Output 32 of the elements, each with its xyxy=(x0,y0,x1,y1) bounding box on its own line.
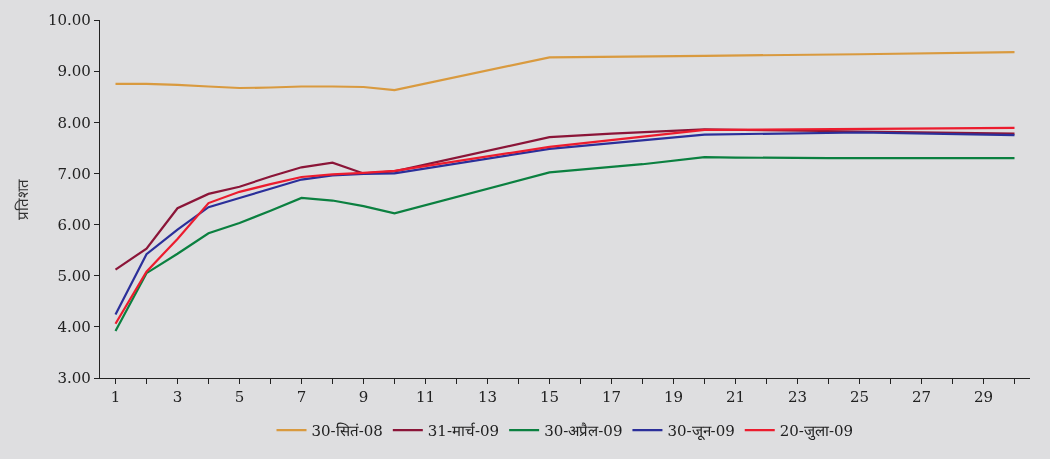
legend-label: 30-जून-09 xyxy=(667,421,735,441)
x-tick-label: 1 xyxy=(110,388,121,407)
y-axis-title: प्रतिशत xyxy=(14,178,33,220)
legend-label: 30-सितं-08 xyxy=(311,421,383,440)
x-tick-label: 7 xyxy=(296,388,307,407)
line-series xyxy=(114,128,1016,271)
y-tick-label: 4.00 xyxy=(57,318,91,337)
y-tick-label: 7.00 xyxy=(57,164,91,183)
x-tick-label: 27 xyxy=(911,388,932,407)
line-series xyxy=(114,155,1016,333)
x-tick-label: 25 xyxy=(849,388,870,407)
x-tick-label: 3 xyxy=(172,388,183,407)
y-tick-label: 10.00 xyxy=(47,11,91,30)
x-tick-label: 15 xyxy=(539,388,560,407)
x-tick-label: 13 xyxy=(477,388,498,407)
line-series xyxy=(114,51,1016,92)
x-tick-label: 17 xyxy=(601,388,622,407)
y-tick-label: 5.00 xyxy=(57,266,91,285)
legend-label: 30-अप्रैल-09 xyxy=(544,421,623,440)
y-tick-label: 9.00 xyxy=(57,62,91,81)
y-tick-label: 8.00 xyxy=(57,113,91,132)
x-tick-label: 5 xyxy=(234,388,245,407)
x-tick-label: 21 xyxy=(725,388,746,407)
x-tick-label: 9 xyxy=(358,388,369,407)
x-tick-label: 11 xyxy=(415,388,436,407)
x-tick-label: 29 xyxy=(973,388,994,407)
legend-label: 20-जुला-09 xyxy=(779,421,854,441)
y-tick-label: 3.00 xyxy=(57,369,91,388)
x-tick-label: 23 xyxy=(787,388,808,407)
x-tick-label: 19 xyxy=(663,388,684,407)
legend-label: 31-मार्च-09 xyxy=(427,421,500,440)
y-tick-label: 6.00 xyxy=(57,215,91,234)
